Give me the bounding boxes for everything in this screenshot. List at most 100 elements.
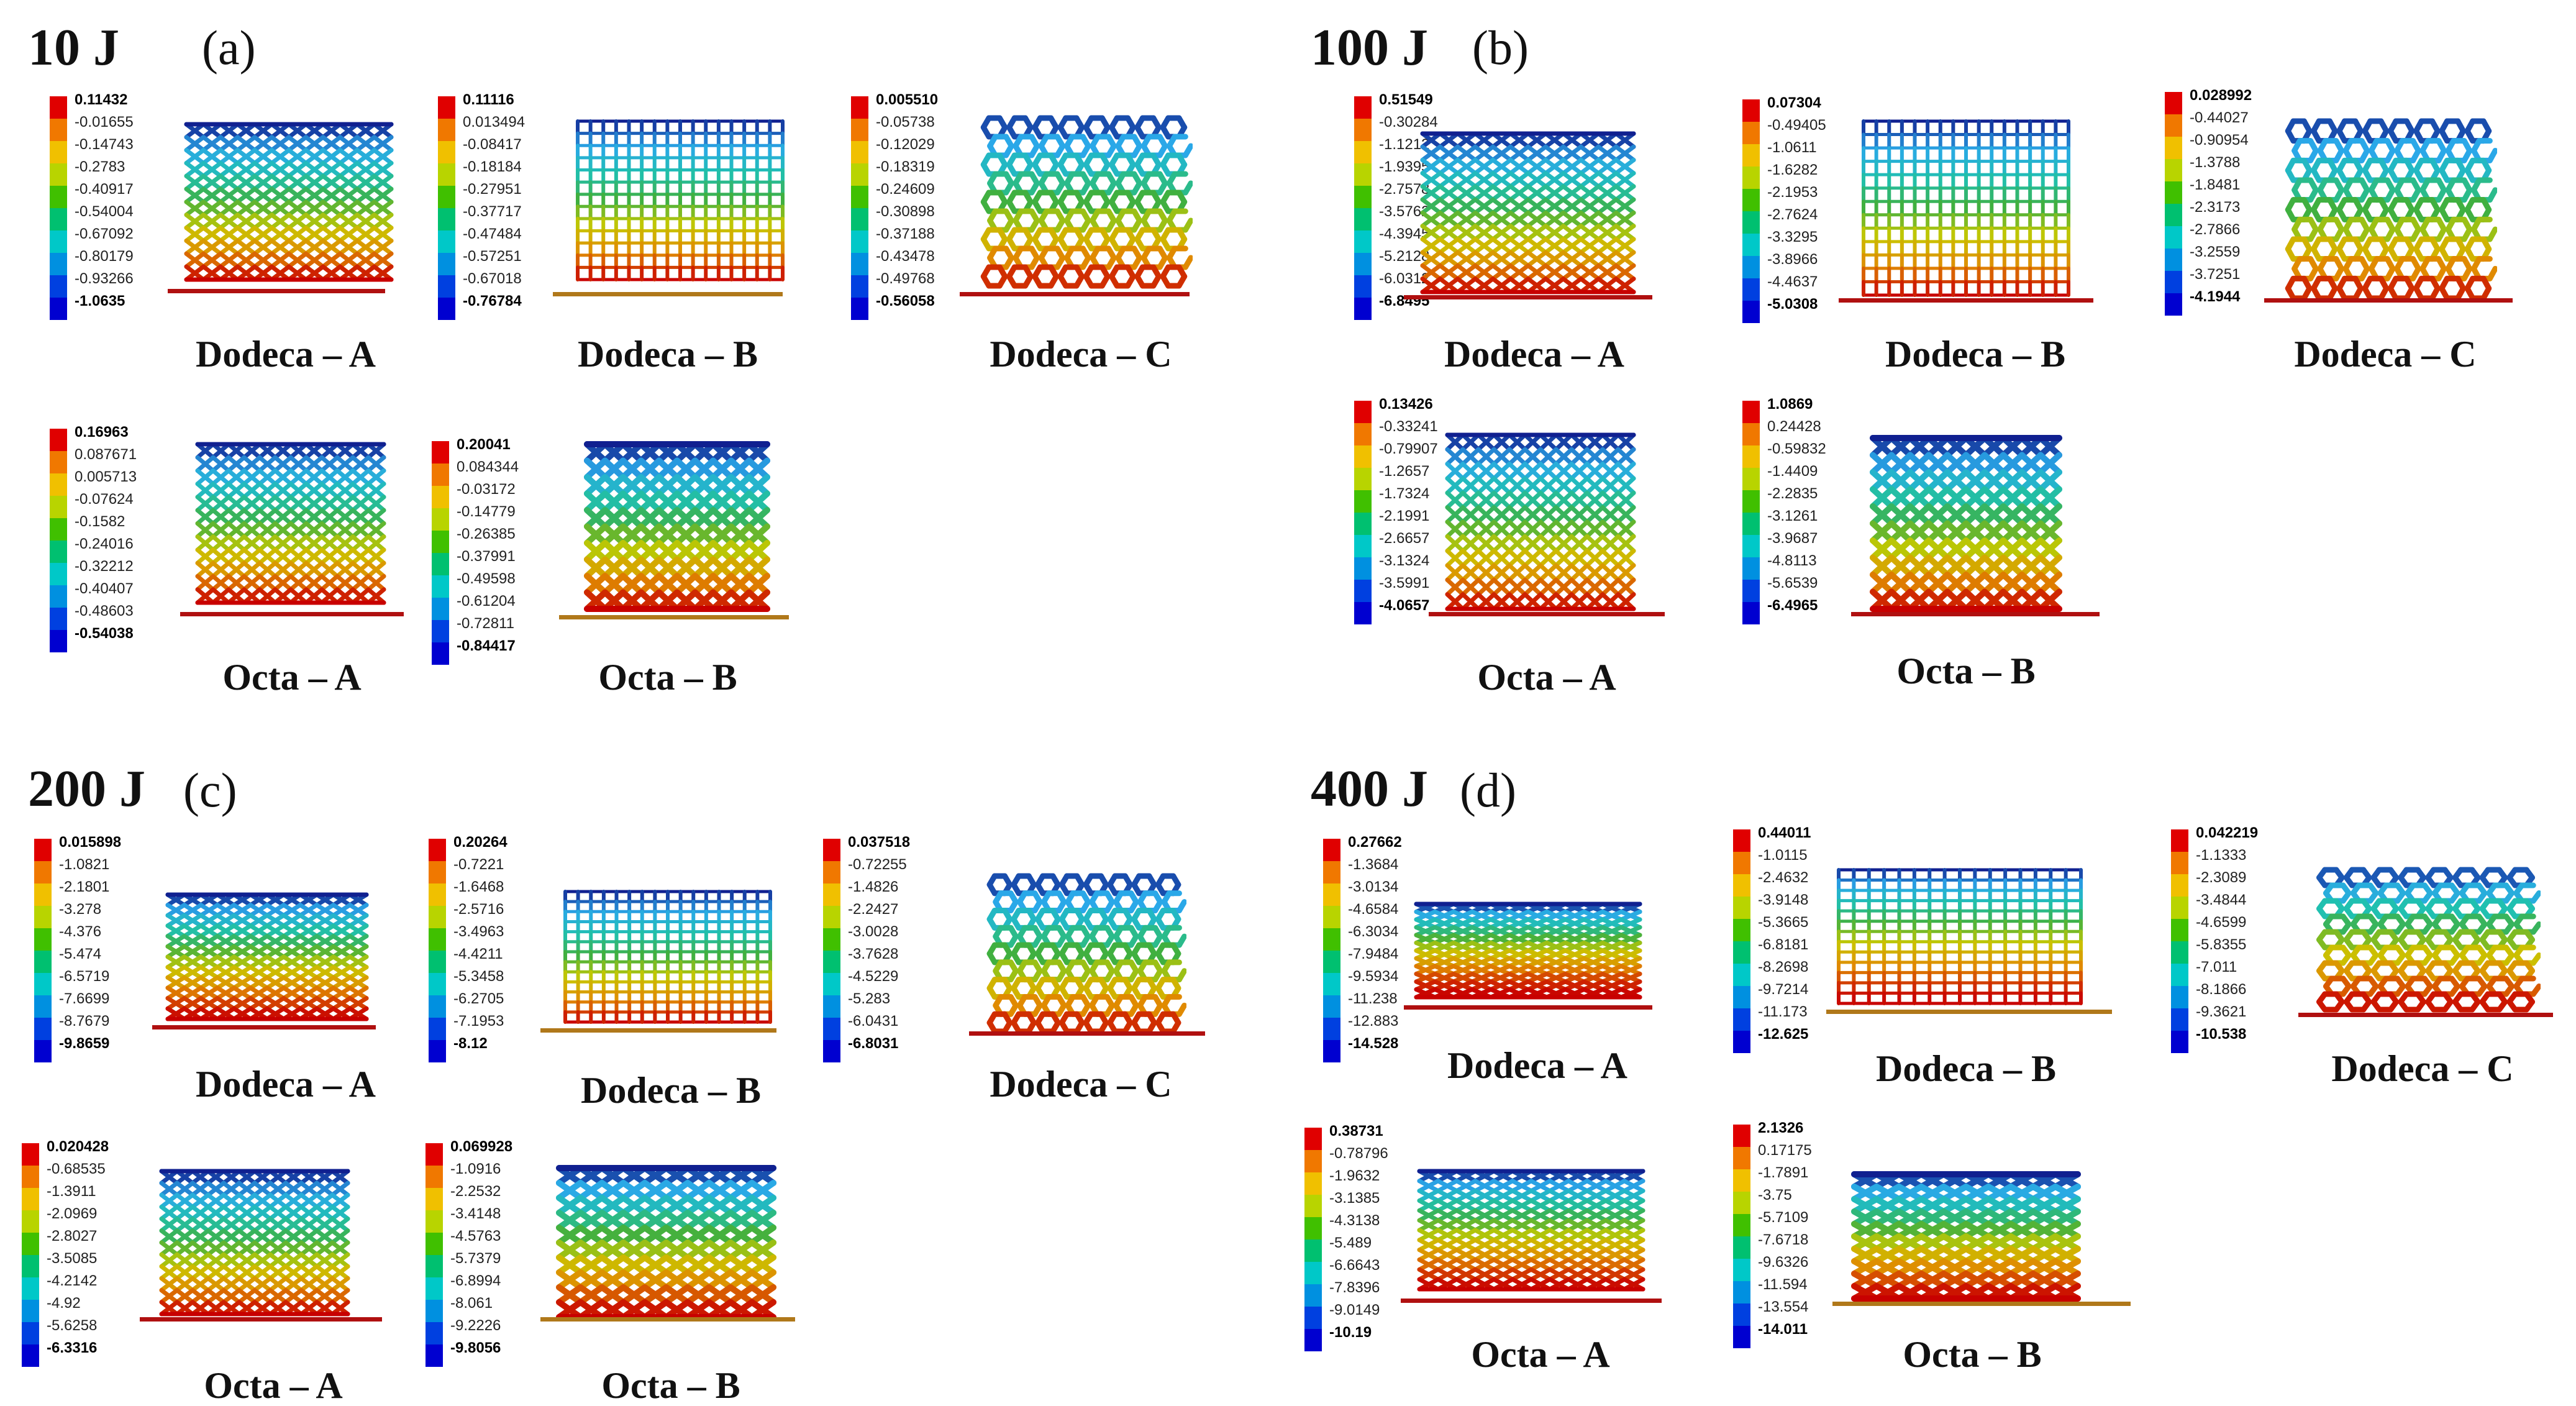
legend-swatch — [1742, 602, 1760, 624]
legend-swatch — [1323, 995, 1340, 1018]
strut — [1014, 954, 1019, 962]
legend-value: -3.1324 — [1379, 554, 1429, 568]
base-plate — [2264, 298, 2513, 303]
legend-swatch — [432, 620, 449, 642]
legend-swatch — [34, 973, 52, 995]
strut — [2390, 288, 2396, 298]
strut — [1158, 919, 1163, 928]
legend-swatch — [2165, 114, 2182, 137]
strut — [990, 919, 994, 928]
strut — [1038, 1023, 1043, 1031]
legend-value: 0.16963 — [75, 425, 129, 440]
legend-swatch — [50, 630, 67, 652]
legend-swatch — [50, 473, 67, 496]
legend-swatch — [34, 883, 52, 906]
legend-value: -0.93266 — [75, 272, 134, 286]
base-plate — [168, 289, 385, 293]
impact-energy-label: 200 J — [28, 763, 145, 815]
strut — [1163, 202, 1168, 211]
lattice-structure — [180, 118, 398, 286]
legend-swatch — [2165, 159, 2182, 181]
color-legend: 0.11432-0.01655-0.14743-0.2783-0.40917-0… — [50, 96, 199, 320]
legend-value: -2.1801 — [59, 880, 109, 895]
legend-value: -7.6699 — [59, 992, 109, 1007]
strut — [990, 954, 994, 962]
legend-swatch — [50, 429, 67, 451]
strut — [1134, 919, 1139, 928]
legend-value: -6.4965 — [1767, 598, 1818, 613]
legend-swatch — [432, 531, 449, 553]
legend-swatch — [50, 231, 67, 253]
strut — [1158, 988, 1163, 997]
legend-value: -2.2532 — [450, 1184, 501, 1199]
legend-swatch — [1354, 275, 1372, 298]
strut — [1035, 127, 1040, 137]
legend-swatch — [429, 928, 446, 951]
legend-value: -7.9484 — [1348, 947, 1398, 962]
legend-swatch — [851, 298, 868, 320]
legend-value: -4.4637 — [1767, 275, 1818, 290]
base-plate — [540, 1317, 795, 1322]
legend-value: -1.0916 — [450, 1162, 501, 1177]
strut — [1062, 1023, 1067, 1031]
strut — [1035, 276, 1040, 286]
base-plate — [152, 1025, 376, 1029]
strut — [1134, 885, 1139, 893]
legend-row: -4.5229 — [823, 973, 972, 995]
legend-value: -2.5716 — [453, 902, 504, 917]
strut — [2314, 249, 2319, 259]
lattice-structure — [975, 112, 1193, 292]
strut — [2288, 210, 2293, 220]
strut — [1110, 885, 1115, 893]
legend-swatch — [1742, 580, 1760, 602]
legend-row: -0.56058 — [851, 298, 1000, 320]
legend-swatch — [429, 1040, 446, 1062]
legend-value: -0.54004 — [75, 204, 134, 219]
legend-value: -4.8113 — [1767, 554, 1817, 568]
legend-value: -5.0308 — [1767, 297, 1818, 312]
legend-value: -5.474 — [59, 947, 101, 962]
strut — [1137, 276, 1143, 286]
legend-swatch — [426, 1188, 443, 1210]
lattice-caption: Octa – A — [186, 659, 398, 696]
strut — [1035, 202, 1040, 211]
legend-swatch — [1354, 298, 1372, 320]
legend-swatch — [1742, 301, 1760, 323]
legend-value: -1.3788 — [2190, 155, 2240, 170]
lattice-caption: Dodeca – C — [975, 1066, 1186, 1103]
strut — [1158, 885, 1163, 893]
panel-a: 10 J(a)0.11432-0.01655-0.14743-0.2783-0.… — [0, 0, 1272, 642]
base-plate — [559, 615, 789, 619]
legend-swatch — [2165, 249, 2182, 271]
legend-value: -0.49405 — [1767, 118, 1826, 133]
legend-value: -8.061 — [450, 1296, 493, 1311]
legend-swatch — [1323, 1018, 1340, 1040]
legend-swatch — [1354, 208, 1372, 231]
legend-value: -1.6282 — [1767, 163, 1818, 178]
legend-swatch — [438, 163, 455, 186]
legend-swatch — [429, 1018, 446, 1040]
legend-swatch — [438, 119, 455, 141]
lattice-caption: Octa – A — [1441, 659, 1652, 696]
panel-tag: (b) — [1472, 24, 1529, 72]
legend-value: -0.7221 — [453, 857, 504, 872]
strut — [2390, 249, 2396, 259]
strut — [2442, 288, 2447, 298]
strut — [2339, 170, 2345, 180]
legend-value: -4.5763 — [450, 1229, 501, 1244]
legend-value: -0.49768 — [876, 272, 935, 286]
strut — [1112, 276, 1117, 286]
strut — [2467, 288, 2473, 298]
legend-value: -0.07624 — [75, 492, 134, 507]
legend-value: -6.3316 — [47, 1341, 97, 1356]
legend-value: -0.18184 — [463, 160, 522, 175]
legend-swatch — [432, 642, 449, 665]
legend-swatch — [426, 1344, 443, 1367]
strut — [1086, 239, 1091, 249]
legend-swatch — [1742, 513, 1760, 535]
legend-swatch — [1742, 122, 1760, 144]
legend-value: -4.2142 — [47, 1274, 97, 1289]
legend-swatch — [426, 1166, 443, 1188]
strut — [1163, 165, 1168, 174]
